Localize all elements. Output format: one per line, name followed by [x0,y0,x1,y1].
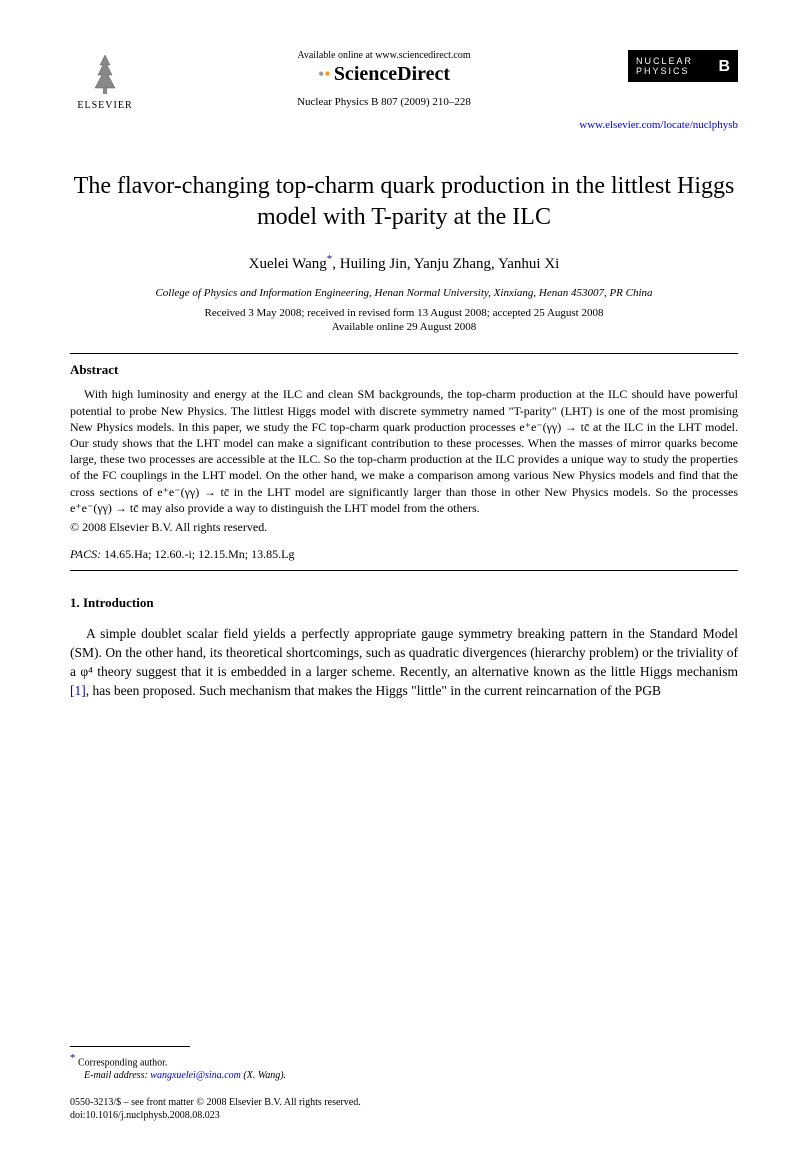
abstract-heading: Abstract [70,362,738,378]
journal-url-link[interactable]: www.elsevier.com/locate/nuclphysb [579,119,738,131]
badge-line-2: PHYSICS [636,66,730,76]
elsevier-label: ELSEVIER [77,100,132,111]
rule-bottom [70,570,738,571]
journal-badge: NUCLEAR PHYSICS B [628,50,738,82]
bottom-info: 0550-3213/$ – see front matter © 2008 El… [70,1096,738,1122]
sciencedirect-logo: •• ScienceDirect [140,63,628,86]
copyright: © 2008 Elsevier B.V. All rights reserved… [70,520,738,535]
header-top: ELSEVIER Available online at www.science… [70,50,738,111]
reference-link[interactable]: [1] [70,683,86,698]
intro-text-pre: A simple doublet scalar field yields a p… [70,626,738,679]
badge-line-1: NUCLEAR [636,56,730,66]
elsevier-tree-icon [80,50,130,100]
paper-title: The flavor-changing top-charm quark prod… [70,171,738,233]
footnote-rule [70,1046,190,1047]
journal-url[interactable]: www.elsevier.com/locate/nuclphysb [70,119,738,131]
journal-reference: Nuclear Physics B 807 (2009) 210–228 [140,96,628,108]
corresponding-author-label: Corresponding author. [78,1057,167,1068]
footnote-corresponding: * Corresponding author. [70,1051,738,1069]
available-date: Available online 29 August 2008 [70,321,738,333]
rule-top [70,353,738,354]
header-center: Available online at www.sciencedirect.co… [140,50,628,108]
journal-badge-wrap: NUCLEAR PHYSICS B [628,50,738,82]
email-link[interactable]: wangxuelei@sina.com [150,1070,241,1081]
intro-text-post: , has been proposed. Such mechanism that… [86,683,661,698]
footnote-star-icon: * [70,1052,76,1064]
abstract-text: With high luminosity and energy at the I… [70,386,738,516]
badge-b: B [718,58,730,76]
email-author-name: (X. Wang). [243,1070,286,1081]
footer: * Corresponding author. E-mail address: … [70,1046,738,1122]
author-first: Xuelei Wang [249,256,327,272]
sciencedirect-text: ScienceDirect [334,63,450,85]
elsevier-logo: ELSEVIER [70,50,140,111]
authors: Xuelei Wang*, Huiling Jin, Yanju Zhang, … [70,253,738,273]
pacs-label: PACS: [70,547,101,561]
pacs: PACS: 14.65.Ha; 12.60.-i; 12.15.Mn; 13.8… [70,547,738,562]
available-online-text: Available online at www.sciencedirect.co… [140,50,628,61]
received-dates: Received 3 May 2008; received in revised… [70,307,738,319]
footnote-email: E-mail address: wangxuelei@sina.com (X. … [70,1069,738,1082]
intro-text: A simple doublet scalar field yields a p… [70,625,738,701]
pacs-codes: 14.65.Ha; 12.60.-i; 12.15.Mn; 13.85.Lg [104,547,294,561]
intro-heading: 1. Introduction [70,595,738,611]
authors-rest: , Huiling Jin, Yanju Zhang, Yanhui Xi [332,256,559,272]
doi-line: doi:10.1016/j.nuclphysb.2008.08.023 [70,1109,738,1122]
issn-line: 0550-3213/$ – see front matter © 2008 El… [70,1096,738,1109]
email-label: E-mail address: [84,1070,148,1081]
affiliation: College of Physics and Information Engin… [70,287,738,299]
